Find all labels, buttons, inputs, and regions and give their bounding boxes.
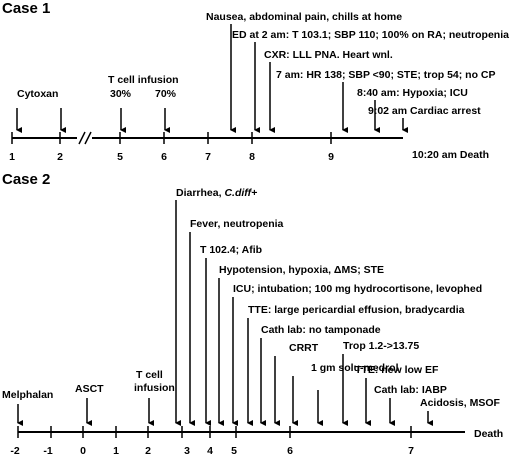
case2-title: Case 2: [2, 171, 50, 188]
tick-label: 0: [80, 445, 86, 457]
event-label: 7 am: HR 138; SBP <90; STE; trop 54; no …: [276, 69, 496, 81]
event-label: 70%: [155, 88, 177, 100]
tick-label: 9: [328, 151, 334, 163]
tick-label: 1: [9, 151, 15, 163]
event-label: T 102.4; Afib: [200, 244, 262, 256]
axis-break-mark: [84, 131, 92, 145]
event-label: TTE: new low EF: [355, 364, 439, 376]
tick-label: 2: [57, 151, 63, 163]
event-label: infusion: [134, 382, 175, 394]
tick-label: -1: [43, 445, 52, 457]
case1-event-arrows: [16, 24, 408, 133]
case2-event-arrows: [17, 200, 433, 426]
event-label: Cytoxan: [17, 88, 58, 100]
case1-death-label: 10:20 am Death: [412, 149, 489, 161]
axis-break-mark: [78, 131, 86, 145]
event-label: 8:40 am: Hypoxia; ICU: [357, 87, 468, 99]
event-label: 9:02 am Cardiac arrest: [368, 105, 481, 117]
event-label: ASCT: [75, 383, 104, 395]
tick-label: 7: [408, 445, 414, 457]
tick-label: 6: [161, 151, 167, 163]
tick-label: 5: [231, 445, 237, 457]
tick-label: 6: [287, 445, 293, 457]
event-label: CRRT: [289, 342, 319, 354]
event-label-diarrhea: Diarrhea, C.diff+: [176, 187, 257, 199]
event-label: T cell: [136, 369, 163, 381]
tick-label: 2: [145, 445, 151, 457]
event-label: TTE: large pericardial effusion, bradyca…: [248, 304, 465, 316]
event-label: T cell infusion: [108, 74, 179, 86]
tick-label: 3: [184, 445, 190, 457]
tick-label: 8: [249, 151, 255, 163]
tick-label: 7: [205, 151, 211, 163]
event-label: ED at 2 am: T 103.1; SBP 110; 100% on RA…: [232, 29, 509, 41]
event-label: Melphalan: [2, 389, 53, 401]
tick-label: 1: [113, 445, 119, 457]
case2-death-label: Death: [474, 428, 503, 440]
event-label-italic: C.diff+: [224, 187, 257, 199]
case1-timeline-axis: [11, 131, 403, 145]
case1-title: Case 1: [2, 0, 50, 17]
event-label: Trop 1.2->13.75: [343, 340, 419, 352]
event-label: ICU; intubation; 100 mg hydrocortisone, …: [233, 283, 482, 295]
event-label: 1 gm solu-medrol: [311, 362, 399, 374]
case2-timeline-axis: [17, 426, 465, 438]
tick-label: 4: [207, 445, 213, 457]
event-label: Fever, neutropenia: [190, 218, 284, 230]
tick-label: -2: [10, 445, 19, 457]
event-label: Hypotension, hypoxia, ΔMS; STE: [219, 264, 384, 276]
event-label: Acidosis, MSOF: [420, 397, 501, 409]
event-label: CXR: LLL PNA. Heart wnl.: [264, 49, 393, 61]
tick-label: 5: [117, 151, 123, 163]
event-label: 30%: [110, 88, 132, 100]
event-label: Nausea, abdominal pain, chills at home: [206, 11, 402, 23]
event-label: Cath lab: IABP: [374, 384, 447, 396]
event-label-text: Diarrhea,: [176, 187, 224, 199]
event-label: Cath lab: no tamponade: [261, 324, 381, 336]
